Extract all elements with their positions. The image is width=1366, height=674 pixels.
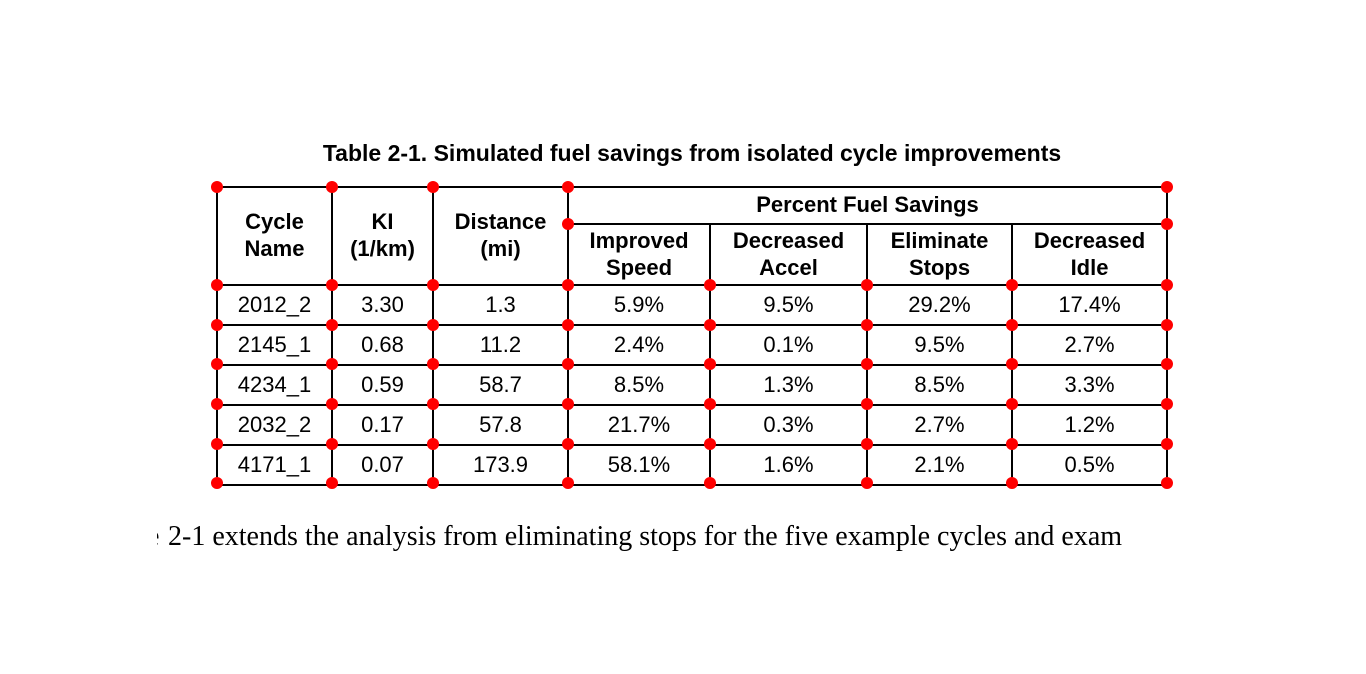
column-header-improved-speed: Improved Speed — [567, 223, 711, 286]
cycle-name-cell: 4234_1 — [216, 364, 333, 406]
column-header-decreased-idle: Decreased Idle — [1010, 223, 1169, 286]
value-cell: 1.3 — [432, 284, 569, 326]
value-cell: 9.5% — [866, 324, 1013, 366]
value-cell: 29.2% — [866, 284, 1013, 326]
table-row: 2012_2 3.30 1.3 5.9% 9.5% 29.2% 17.4% — [216, 284, 1169, 326]
value-cell: 0.59 — [331, 364, 434, 406]
header-row-sub: Improved Speed Decreased Accel Eliminate… — [217, 223, 1169, 286]
value-cell: 173.9 — [432, 444, 569, 486]
value-cell: 2.7% — [866, 404, 1013, 446]
clipped-character: e — [157, 519, 162, 554]
value-cell: 11.2 — [432, 324, 569, 366]
value-cell: 58.1% — [567, 444, 711, 486]
value-cell: 3.3% — [1010, 364, 1169, 406]
table-row: 2032_2 0.17 57.8 21.7% 0.3% 2.7% 1.2% — [216, 404, 1169, 446]
value-cell: 0.1% — [709, 324, 868, 366]
cycle-name-cell: 4171_1 — [216, 444, 333, 486]
cycle-name-cell: 2032_2 — [216, 404, 333, 446]
value-cell: 8.5% — [866, 364, 1013, 406]
cycle-name-cell: 2145_1 — [216, 324, 333, 366]
value-cell: 1.3% — [709, 364, 868, 406]
table-row: 4234_1 0.59 58.7 8.5% 1.3% 8.5% 3.3% — [216, 364, 1169, 406]
body-text-line: e2-1 extends the analysis from eliminati… — [157, 519, 1172, 554]
value-cell: 2.7% — [1010, 324, 1169, 366]
value-cell: 21.7% — [567, 404, 711, 446]
table-title: Table 2-1. Simulated fuel savings from i… — [322, 140, 1062, 166]
cycle-name-cell: 2012_2 — [216, 284, 333, 326]
body-text: 2-1 extends the analysis from eliminatin… — [168, 521, 1123, 552]
value-cell: 0.5% — [1010, 444, 1169, 486]
value-cell: 5.9% — [567, 284, 711, 326]
column-header-eliminate-stops: Eliminate Stops — [866, 223, 1013, 286]
value-cell: 9.5% — [709, 284, 868, 326]
header-row-top: Cycle Name KI (1/km) Distance (mi) Perce… — [216, 186, 1169, 286]
value-cell: 8.5% — [567, 364, 711, 406]
column-header-cycle-name: Cycle Name — [216, 186, 333, 286]
table-body: 2012_2 3.30 1.3 5.9% 9.5% 29.2% 17.4% 2145_1 0.6… — [216, 284, 1169, 486]
value-cell: 17.4% — [1010, 284, 1169, 326]
table-row: 4171_1 0.07 173.9 58.1% 1.6% 2.1% 0.5% — [216, 444, 1169, 486]
value-cell: 1.2% — [1010, 404, 1169, 446]
value-cell: 3.30 — [331, 284, 434, 326]
value-cell: 1.6% — [709, 444, 868, 486]
value-cell: 0.68 — [331, 324, 434, 366]
value-cell: 2.1% — [866, 444, 1013, 486]
table-row: 2145_1 0.68 11.2 2.4% 0.1% 9.5% 2.7% — [216, 324, 1169, 366]
value-cell: 58.7 — [432, 364, 569, 406]
value-cell: 0.17 — [331, 404, 434, 446]
column-header-percent-fuel-savings: Percent Fuel Savings — [566, 186, 1169, 225]
column-header-distance: Distance (mi) — [432, 186, 569, 286]
value-cell: 0.3% — [709, 404, 868, 446]
fuel-savings-table: Cycle Name KI (1/km) Distance (mi) Perce… — [216, 186, 1169, 486]
value-cell: 2.4% — [567, 324, 711, 366]
value-cell: 57.8 — [432, 404, 569, 446]
column-header-ki: KI (1/km) — [331, 186, 434, 286]
value-cell: 0.07 — [331, 444, 434, 486]
column-header-decreased-accel: Decreased Accel — [709, 223, 868, 286]
table-head: Cycle Name KI (1/km) Distance (mi) Perce… — [216, 186, 1169, 286]
